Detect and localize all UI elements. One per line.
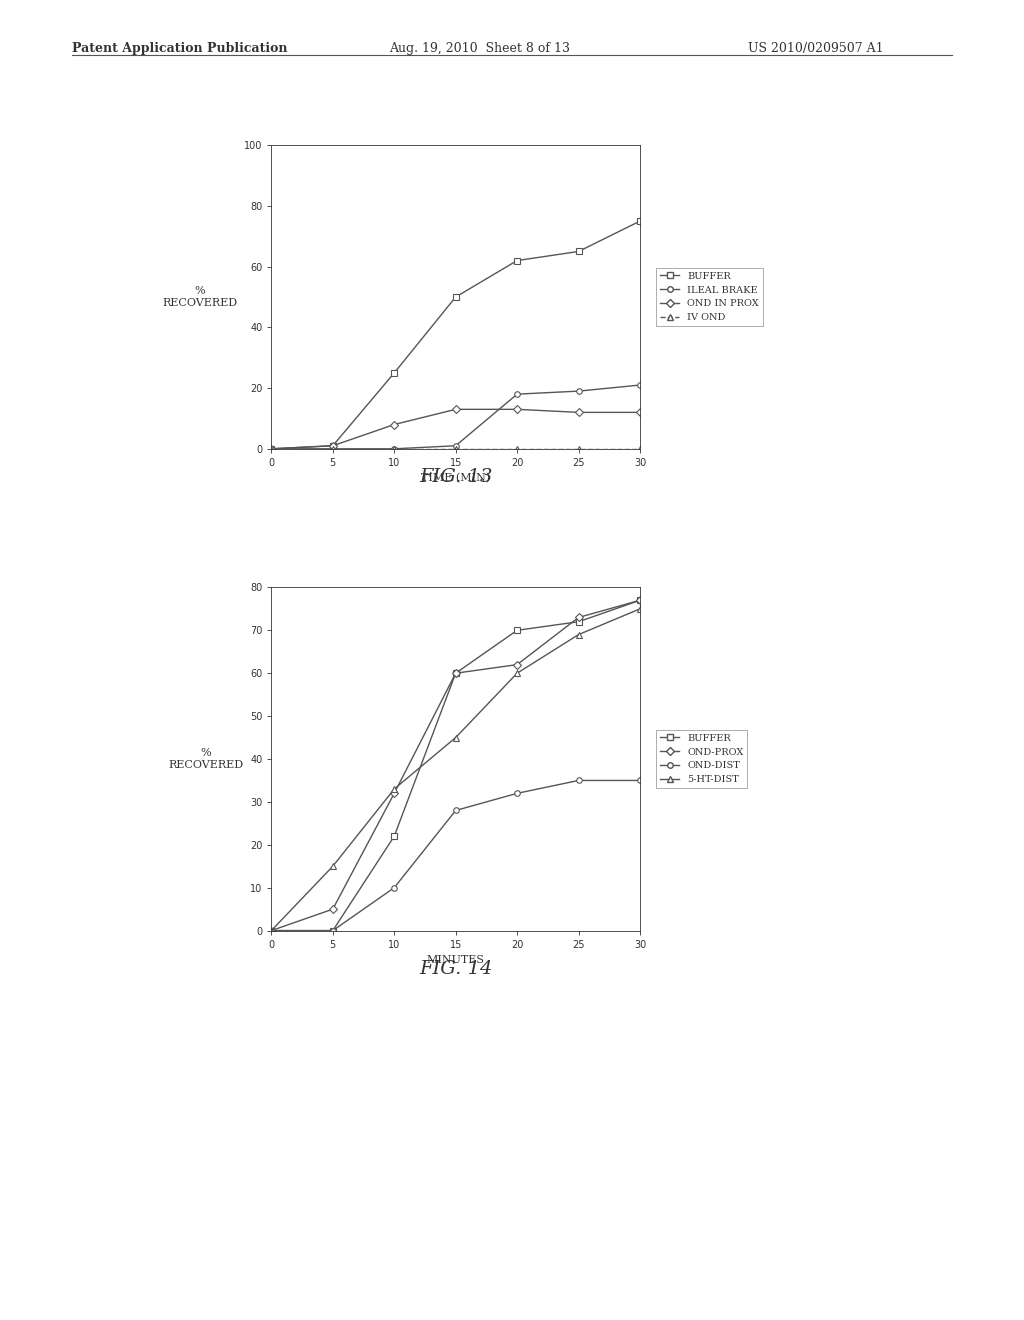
Y-axis label: %
RECOVERED: % RECOVERED xyxy=(162,286,238,308)
Legend: BUFFER, ILEAL BRAKE, OND IN PROX, IV OND: BUFFER, ILEAL BRAKE, OND IN PROX, IV OND xyxy=(656,268,763,326)
Y-axis label: %
RECOVERED: % RECOVERED xyxy=(168,748,243,770)
Text: Aug. 19, 2010  Sheet 8 of 13: Aug. 19, 2010 Sheet 8 of 13 xyxy=(389,42,570,55)
Legend: BUFFER, OND-PROX, OND-DIST, 5-HT-DIST: BUFFER, OND-PROX, OND-DIST, 5-HT-DIST xyxy=(656,730,748,788)
Text: FIG. 13: FIG. 13 xyxy=(419,467,493,486)
Text: FIG. 14: FIG. 14 xyxy=(419,960,493,978)
Text: Patent Application Publication: Patent Application Publication xyxy=(72,42,287,55)
Text: US 2010/0209507 A1: US 2010/0209507 A1 xyxy=(748,42,883,55)
X-axis label: TIME (MIN): TIME (MIN) xyxy=(421,474,490,483)
X-axis label: MINUTES: MINUTES xyxy=(427,956,484,965)
